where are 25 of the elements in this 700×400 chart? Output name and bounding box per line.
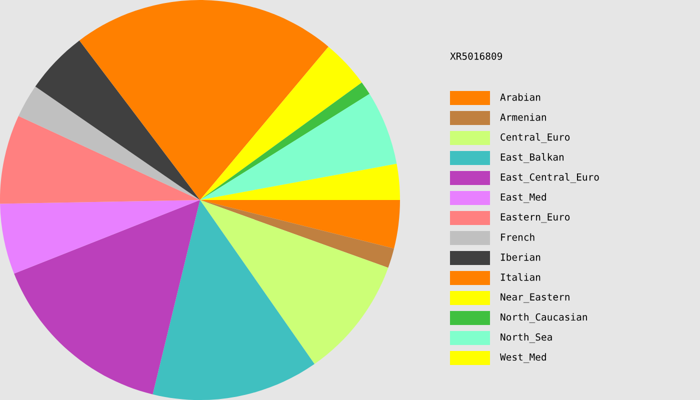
legend-label: Armenian — [500, 113, 546, 121]
legend-label: East_Balkan — [500, 153, 564, 163]
legend-label: West_Med — [500, 353, 546, 363]
pie-slice — [152, 200, 314, 400]
pie-slice — [0, 200, 200, 274]
pie-slice — [200, 82, 370, 200]
legend-label: Arabian — [500, 93, 540, 101]
pie-slice — [35, 40, 200, 200]
legend-label: Italian — [500, 273, 540, 281]
legend-label: French — [501, 233, 534, 241]
pie-slice — [18, 86, 200, 200]
legend-label: Near_Eastern — [500, 293, 570, 303]
legend-label: Central_Euro — [500, 133, 570, 143]
legend-label: North_Sea — [500, 333, 552, 343]
legend-label: North_Caucasian — [500, 313, 587, 323]
text: XR5016809 — [450, 52, 502, 60]
legend-label: Eastern_Euro — [500, 213, 570, 223]
pie-slice — [200, 200, 394, 268]
pie-slice — [200, 200, 388, 364]
pie-slice — [0, 116, 200, 204]
pie-slice — [14, 200, 200, 394]
pie-slice — [200, 94, 397, 200]
legend-label: East_Med — [500, 193, 546, 203]
legend-label: Iberian — [500, 253, 540, 261]
legend-label: East_Central_Euro — [500, 173, 599, 183]
